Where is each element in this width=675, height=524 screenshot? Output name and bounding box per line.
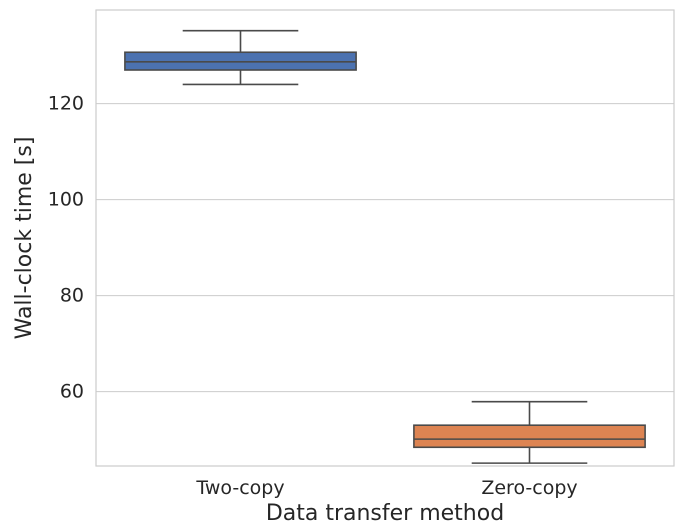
box-two-copy — [124, 29, 357, 86]
x-axis-label: Data transfer method — [266, 501, 504, 524]
box-zero-copy — [413, 400, 646, 464]
grid-lines — [96, 103, 674, 393]
iqr-box — [413, 424, 646, 449]
y-tick-label-120: 120 — [48, 93, 84, 115]
x-tick-label-zero-copy: Zero-copy — [481, 477, 577, 499]
plot-frame — [95, 9, 675, 467]
y-tick-label-100: 100 — [48, 189, 84, 211]
y-axis-label: Wall-clock time [s] — [12, 137, 37, 340]
y-tick-labels: 60 80 100 120 — [48, 93, 84, 403]
y-tick-label-80: 80 — [60, 285, 84, 307]
x-tick-label-two-copy: Two-copy — [195, 477, 284, 499]
boxes — [124, 29, 646, 464]
y-tick-label-60: 60 — [60, 381, 84, 403]
x-tick-labels: Two-copy Zero-copy — [195, 477, 577, 499]
